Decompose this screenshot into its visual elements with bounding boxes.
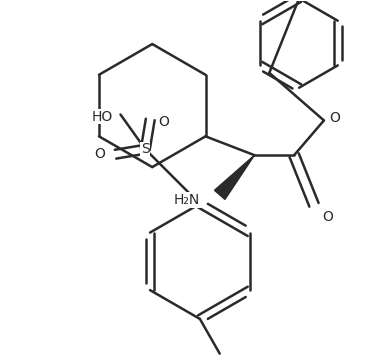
Text: HO: HO <box>91 110 113 124</box>
Text: S: S <box>141 142 150 156</box>
Polygon shape <box>214 155 254 200</box>
Text: O: O <box>158 115 169 129</box>
Text: O: O <box>329 111 340 125</box>
Text: H₂N: H₂N <box>173 193 200 207</box>
Text: O: O <box>95 147 106 161</box>
Text: O: O <box>322 210 333 224</box>
